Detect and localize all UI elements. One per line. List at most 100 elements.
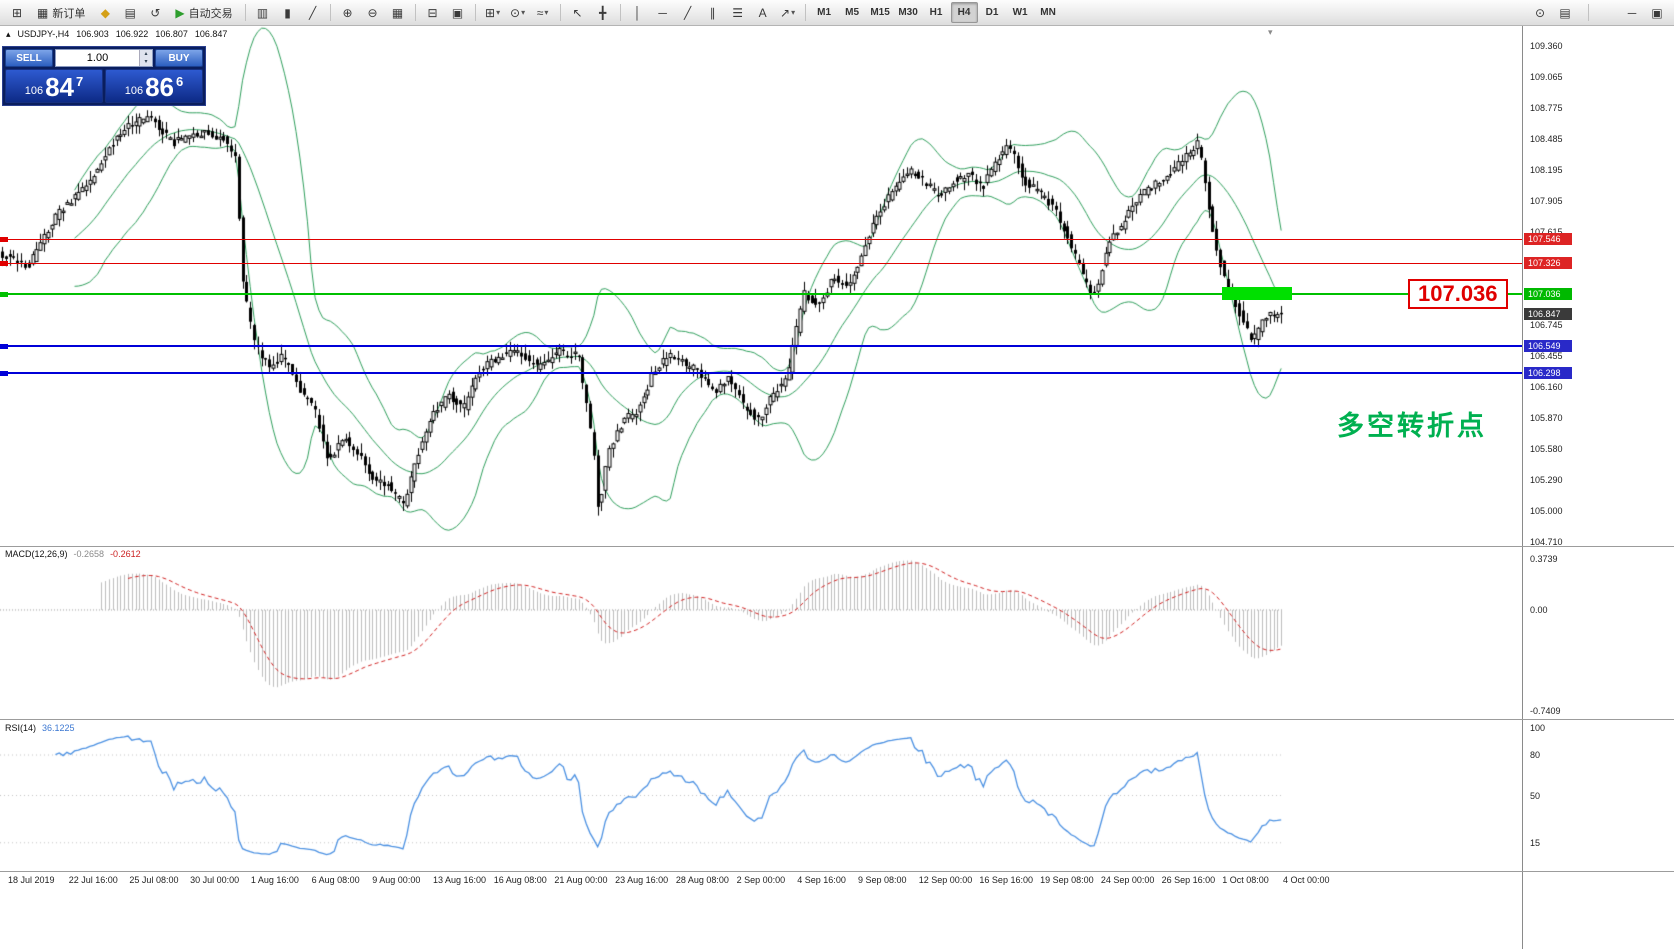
line-anchor-marker[interactable] (0, 237, 8, 243)
toolbar-separator (474, 4, 476, 21)
line-anchor-marker[interactable] (0, 370, 8, 376)
price-tag: 106.549 (1524, 339, 1572, 352)
cascade-windows-icon[interactable]: ▣ (446, 2, 470, 24)
vertical-line-icon[interactable]: │ (626, 2, 650, 24)
price-tag: 107.326 (1524, 256, 1572, 269)
periods-icon[interactable]: ⊙ ▾ (506, 2, 530, 24)
dropdown-arrow-icon[interactable]: ▾ (791, 8, 796, 17)
timeframe-d1[interactable]: D1 (985, 7, 999, 18)
zoom-out-icon[interactable]: ⊖ (361, 2, 385, 24)
line-anchor-marker[interactable] (0, 343, 8, 349)
sell-button[interactable]: SELL (5, 49, 53, 67)
line-anchor-marker[interactable] (0, 291, 8, 297)
buy-price-prefix: 106 (124, 85, 144, 97)
text-icon[interactable]: A (751, 2, 775, 24)
market-watch-icon: ◆ (100, 5, 110, 20)
time-axis-label: 23 Aug 16:00 (615, 875, 669, 885)
price-axis[interactable]: 109.360 109.065 108.775 108.485 108.195 107.9… (1522, 26, 1674, 949)
line-chart-icon[interactable]: ╱ (301, 2, 325, 24)
horizontal-level-line[interactable] (0, 371, 1522, 374)
price-axis-tick: 106.455 (1530, 350, 1563, 361)
horizontal-level-line[interactable] (0, 239, 1522, 241)
horizontal-line-icon: ─ (658, 5, 667, 20)
rsi-canvas (0, 720, 1522, 871)
horizontal-level-line[interactable] (0, 262, 1522, 264)
indicators-icon[interactable]: ≈ ▾ (531, 2, 555, 24)
horizontal-level-line[interactable] (0, 344, 1522, 347)
quote-open: 106.903 (76, 29, 109, 39)
time-axis-label: 25 Jul 08:00 (129, 875, 179, 885)
time-axis-label: 6 Aug 08:00 (311, 875, 360, 885)
market-watch-icon[interactable]: ◆ (93, 2, 117, 24)
price-axis-tick: 108.195 (1530, 165, 1563, 176)
dropdown-arrow-icon[interactable]: ▾ (521, 8, 526, 17)
time-axis-label: 4 Sep 16:00 (797, 875, 846, 885)
turning-point-annotation[interactable]: 多空转折点 (1337, 411, 1487, 441)
fibonacci-icon: ☰ (732, 5, 743, 20)
timeframe-m30[interactable]: M30 (898, 7, 918, 18)
channel-icon[interactable]: ∥ (701, 2, 725, 24)
pivot-price-label[interactable]: 107.036 (1408, 278, 1508, 309)
price-axis-tick: 106.160 (1530, 382, 1563, 393)
macd-panel-separator[interactable] (0, 546, 1674, 547)
timeframe-m1[interactable]: M1 (817, 7, 832, 18)
new-chart-quick-icon[interactable]: ⊞ (5, 2, 29, 24)
new-chart-quick-icon: ⊞ (11, 5, 23, 20)
tile-windows-icon[interactable]: ⊟ (421, 2, 445, 24)
timeframe-m5[interactable]: M5 (845, 7, 860, 18)
rsi-axis-tick: 100 (1530, 723, 1546, 733)
arrows-icon[interactable]: ↗ ▾ (776, 2, 800, 24)
timeframe-m15[interactable]: M15 (870, 7, 890, 18)
time-axis-label: 22 Jul 16:00 (68, 875, 118, 885)
chart-shift-marker[interactable]: ▾ (1268, 27, 1273, 37)
volume-up-button[interactable]: ▴ (144, 51, 148, 57)
rsi-panel-separator[interactable] (0, 719, 1674, 720)
timeframe-h1[interactable]: H1 (929, 7, 943, 18)
refresh-icon[interactable]: ↺ (143, 2, 167, 24)
time-axis-label: 16 Aug 08:00 (493, 875, 547, 885)
sell-price-pip: 7 (76, 74, 84, 89)
minimize-icon[interactable]: ─ (1627, 5, 1637, 20)
new-order-button[interactable]: ▦ 新订单 (30, 2, 92, 24)
data-window-icon[interactable]: ▤ (1559, 5, 1571, 20)
volume-down-button[interactable]: ▾ (144, 59, 148, 65)
grid-icon[interactable]: ▦ (386, 2, 410, 24)
timeframe-h4[interactable]: H4 (950, 2, 978, 23)
dropdown-arrow-icon[interactable]: ▾ (544, 8, 549, 17)
time-axis-label: 2 Sep 00:00 (736, 875, 786, 885)
price-axis-tick: 105.290 (1530, 475, 1563, 486)
timeframe-mn[interactable]: MN (1040, 7, 1056, 18)
one-click-toggle[interactable]: ▴ (6, 29, 11, 39)
line-anchor-marker[interactable] (0, 260, 8, 266)
symbol-timeframe: USDJPY-,H4 (17, 29, 70, 39)
toolbar: ⊞ ▦ 新订单 ◆ ▤ ↺ ▶ 自动交易 ▥ ▮ ╱ ⊕ ⊖ ▦ ⊟ ▣ ⊞ ▾ ⊙ ▾ ≈ ▾ ↖ ╋ │ ─ ╱ ∥ ☰ A ↗ ▾ M1 M… (0, 0, 1674, 26)
horizontal-line-icon[interactable]: ─ (651, 2, 675, 24)
price-axis-tick: 109.360 (1530, 41, 1563, 51)
buy-price-pip: 6 (176, 74, 184, 89)
new-chart-icon[interactable]: ⊞ ▾ (481, 2, 505, 24)
buy-button[interactable]: BUY (155, 49, 203, 67)
volume-input[interactable] (56, 50, 139, 66)
dropdown-arrow-icon[interactable]: ▾ (496, 8, 501, 17)
timeframe-w1[interactable]: W1 (1012, 7, 1028, 18)
bar-chart-icon[interactable]: ▥ (251, 2, 275, 24)
main-chart[interactable]: ▴ USDJPY-,H4 106.903 106.922 106.807 106… (0, 26, 1522, 949)
cascade-windows-icon: ▣ (451, 5, 464, 20)
crosshair-icon[interactable]: ╋ (591, 2, 615, 24)
fibonacci-icon[interactable]: ☰ (726, 2, 750, 24)
cursor-icon[interactable]: ↖ (566, 2, 590, 24)
zoom-in-icon[interactable]: ⊕ (336, 2, 360, 24)
pivot-highlight-box[interactable] (1222, 287, 1292, 301)
grid-icon: ▦ (391, 5, 404, 20)
trendline-icon[interactable]: ╱ (676, 2, 700, 24)
horizontal-level-line[interactable] (0, 292, 1522, 295)
buy-price-button[interactable]: 106 86 6 (105, 69, 203, 103)
periods-icon: ⊙ (510, 5, 521, 20)
candlestick-chart-icon: ▮ (284, 5, 291, 20)
sell-price-button[interactable]: 106 84 7 (5, 69, 103, 103)
autotrade-button[interactable]: ▶ 自动交易 (168, 2, 239, 24)
restore-icon[interactable]: ▣ (1651, 5, 1663, 20)
search-icon[interactable]: ⊙ (1534, 5, 1546, 20)
candlestick-chart-icon[interactable]: ▮ (276, 2, 300, 24)
profiles-icon[interactable]: ▤ (118, 2, 142, 24)
